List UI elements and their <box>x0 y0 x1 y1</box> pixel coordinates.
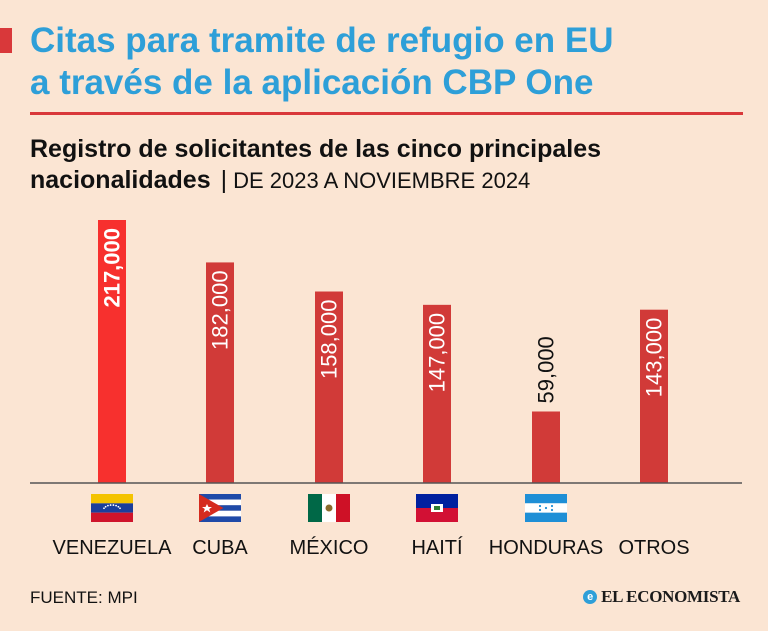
category-label-otros: OTROS <box>618 537 689 559</box>
data-label-venezuela: 217,000 <box>100 228 125 308</box>
logo-text: EL ECONOMISTA <box>601 587 740 606</box>
haiti-flag-icon <box>416 494 458 522</box>
bar-venezuela <box>98 220 126 483</box>
honduras-flag-icon <box>525 494 567 522</box>
venezuela-flag-icon <box>91 494 133 522</box>
data-label-otros: 143,000 <box>642 318 667 398</box>
page-title: Citas para tramite de refugio en EU a tr… <box>30 20 750 104</box>
data-label-méxico: 158,000 <box>317 300 342 380</box>
subtitle-date-range: DE 2023 A NOVIEMBRE 2024 <box>233 168 531 193</box>
title-divider <box>30 112 743 115</box>
bar-chart: 217,000 VENEZUELA 182,000 CUBA 158,000 MÉXICO… <box>30 220 742 559</box>
data-label-cuba: 182,000 <box>208 270 233 350</box>
category-label-venezuela: VENEZUELA <box>53 537 173 559</box>
mexico-flag-icon <box>308 494 350 522</box>
data-label-honduras: 59,000 <box>534 336 559 403</box>
cuba-flag-icon <box>199 494 241 522</box>
subtitle-nationalities: nacionalidades <box>30 166 211 194</box>
subtitle-line-1: Registro de solicitantes de las cinco pr… <box>30 135 602 163</box>
category-label-cuba: CUBA <box>192 537 248 559</box>
bar-méxico <box>315 291 343 483</box>
source-note: FUENTE: MPI <box>30 588 138 607</box>
el-economista-logo: e EL ECONOMISTA <box>583 587 740 607</box>
subtitle-line-2: nacionalidades | DE 2023 A NOVIEMBRE 2024 <box>30 165 750 196</box>
category-label-haití: HAITÍ <box>411 536 463 559</box>
title-line-1: Citas para tramite de refugio en EU <box>30 21 614 60</box>
bar-otros <box>640 309 668 483</box>
chart-subtitle: Registro de solicitantes de las cinco pr… <box>30 134 750 196</box>
bar-honduras <box>532 411 560 483</box>
bar-cuba <box>206 262 234 483</box>
accent-bar <box>0 28 12 53</box>
subtitle-separator: | <box>220 166 228 194</box>
data-label-haití: 147,000 <box>425 313 450 393</box>
category-label-honduras: HONDURAS <box>489 537 603 559</box>
title-line-2: a través de la aplicación CBP One <box>30 63 594 102</box>
logo-mark-icon: e <box>583 590 598 604</box>
bar-haití <box>423 304 451 483</box>
category-label-méxico: MÉXICO <box>290 536 369 559</box>
